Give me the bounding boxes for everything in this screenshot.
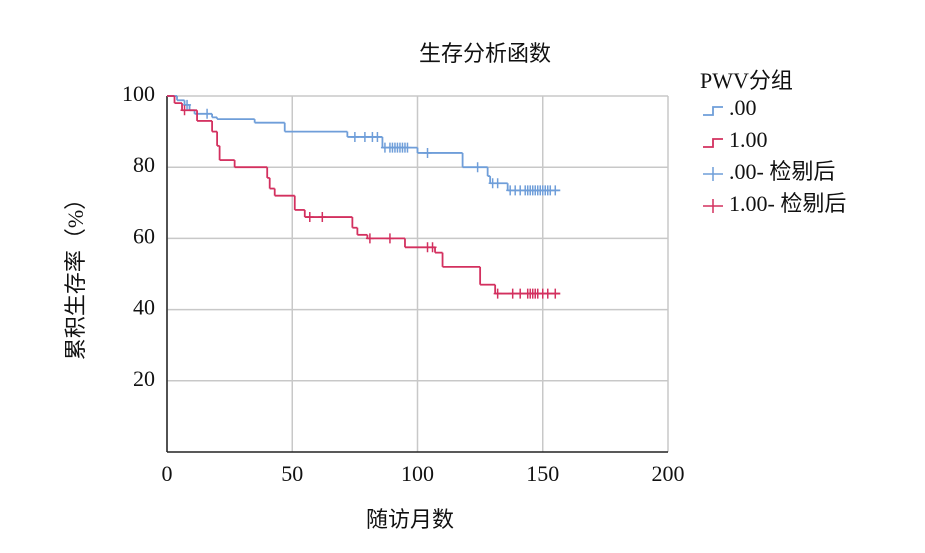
censor-mark [180,105,189,116]
y-tick-label: 40 [133,295,155,320]
y-tick-label: 80 [133,152,155,177]
censor-mark [403,142,412,153]
x-tick-label: 100 [401,461,434,486]
censor-mark [493,178,502,189]
x-tick-label: 150 [526,461,559,486]
legend-label: 1.00- 检剔后 [729,191,846,216]
censor-mark [373,131,382,142]
censor-mark [318,212,327,223]
chart-title: 生存分析函数 [419,41,551,66]
censor-mark [493,288,502,299]
legend-icon [703,106,723,116]
censor-mark [423,147,432,158]
legend-title: PWV分组 [700,68,793,93]
y-tick-label: 100 [122,81,155,106]
legend-label: .00 [729,95,757,120]
censor-mark [360,131,369,142]
censor-mark [473,162,482,173]
legend-label: .00- 检剔后 [729,159,835,184]
x-axis-label: 随访月数 [366,507,454,532]
legend-icon [703,167,723,181]
x-tick-label: 50 [281,461,303,486]
censor-mark [350,131,359,142]
legend-label: 1.00 [729,127,768,152]
censor-mark [385,233,394,244]
y-tick-label: 20 [133,366,155,391]
x-tick-label: 200 [652,461,685,486]
censor-mark [203,108,212,119]
x-tick-label: 0 [162,461,173,486]
legend-icon [703,199,723,213]
legend-icon [703,138,723,148]
censor-mark [551,185,560,196]
censor-mark [365,233,374,244]
censor-mark [428,242,437,253]
censor-mark [551,288,560,299]
censor-mark [183,99,192,110]
y-axis-label: 累积生存率（%） [63,188,88,360]
censor-mark [508,288,517,299]
y-tick-label: 60 [133,223,155,248]
censor-mark [543,288,552,299]
censor-mark [516,288,525,299]
censor-mark [305,212,314,223]
